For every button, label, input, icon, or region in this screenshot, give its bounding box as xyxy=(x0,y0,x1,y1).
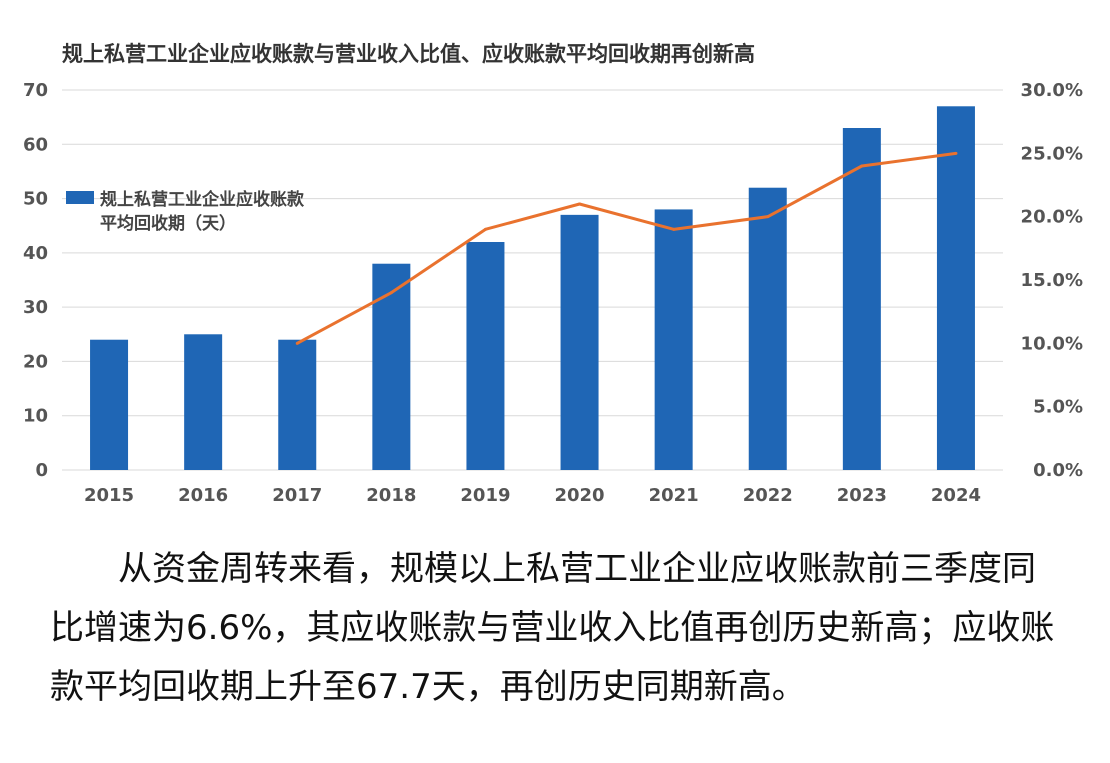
y-axis-right: 0.0% 5.0% 10.0% 15.0% 20.0% 25.0% 30.0% xyxy=(1021,80,1083,481)
y-right-tick-label: 15.0% xyxy=(1021,270,1083,291)
y-left-tick-label: 10 xyxy=(23,406,48,427)
x-tick-label: 2024 xyxy=(931,485,981,506)
ratio-line xyxy=(296,151,957,345)
bar-2022 xyxy=(748,187,787,470)
y-left-tick-label: 0 xyxy=(35,460,48,481)
bar-2021 xyxy=(654,209,693,470)
y-left-tick-label: 70 xyxy=(23,80,48,101)
y-left-tick-label: 20 xyxy=(23,351,48,372)
y-right-tick-label: 20.0% xyxy=(1021,207,1083,228)
bar-2016 xyxy=(184,334,223,470)
y-right-tick-label: 25.0% xyxy=(1021,143,1083,164)
chart-title: 规上私营工业企业应收账款与营业收入比值、应收账款平均回收期再创新高 xyxy=(62,42,755,66)
x-tick-label: 2018 xyxy=(366,485,416,506)
line-series xyxy=(295,151,958,345)
x-tick-label: 2020 xyxy=(554,485,604,506)
line-point-2020 xyxy=(578,202,582,206)
x-tick-label: 2023 xyxy=(837,485,887,506)
chart: 规上私营工业企业应收账款与营业收入比值、应收账款平均回收期再创新高 0 10 20 3… xyxy=(23,42,1083,506)
y-axis-left: 0 10 20 30 40 50 60 70 xyxy=(23,80,48,481)
x-tick-label: 2022 xyxy=(743,485,793,506)
bar-2023 xyxy=(842,128,881,470)
y-right-tick-label: 5.0% xyxy=(1033,397,1083,418)
bar-2018 xyxy=(372,263,411,470)
body-paragraph: 从资金周转来看，规模以上私营工业企业应收账款前三季度同比增速为6.6%，其应收账… xyxy=(50,549,1055,707)
line-point-2021 xyxy=(672,227,676,231)
y-right-tick-label: 30.0% xyxy=(1021,80,1083,101)
y-left-tick-label: 30 xyxy=(23,297,48,318)
x-tick-label: 2017 xyxy=(272,485,322,506)
legend-label-line2: 平均回收期（天） xyxy=(100,213,236,234)
bar-2024 xyxy=(936,106,975,471)
legend-label-line1: 规上私营工业企业应收账款 xyxy=(100,189,305,210)
x-tick-label: 2016 xyxy=(178,485,228,506)
line-point-2022 xyxy=(766,215,770,219)
y-right-tick-label: 0.0% xyxy=(1033,460,1083,481)
x-axis: 2015 2016 2017 2018 2019 2020 2021 2022 2023 2024 xyxy=(84,485,981,506)
line-point-2019 xyxy=(483,227,487,231)
bar-series xyxy=(90,106,975,471)
legend: 规上私营工业企业应收账款 平均回收期（天） xyxy=(66,189,305,234)
bar-2019 xyxy=(466,242,505,470)
legend-swatch xyxy=(66,191,94,204)
line-point-2023 xyxy=(860,164,864,168)
bar-2020 xyxy=(560,214,599,470)
x-tick-label: 2021 xyxy=(649,485,699,506)
bar-2017 xyxy=(278,339,317,470)
x-tick-label: 2015 xyxy=(84,485,134,506)
y-left-tick-label: 50 xyxy=(23,189,48,210)
y-left-tick-label: 40 xyxy=(23,243,48,264)
y-right-tick-label: 10.0% xyxy=(1021,333,1083,354)
x-tick-label: 2019 xyxy=(460,485,510,506)
bar-2015 xyxy=(90,339,129,470)
y-left-tick-label: 60 xyxy=(23,134,48,155)
line-point-2018 xyxy=(389,291,393,295)
line-point-2024 xyxy=(954,151,958,155)
line-point-2017 xyxy=(295,341,299,345)
body-paragraph-container: 从资金周转来看，规模以上私营工业企业应收账款前三季度同比增速为6.6%，其应收账… xyxy=(50,540,1060,717)
